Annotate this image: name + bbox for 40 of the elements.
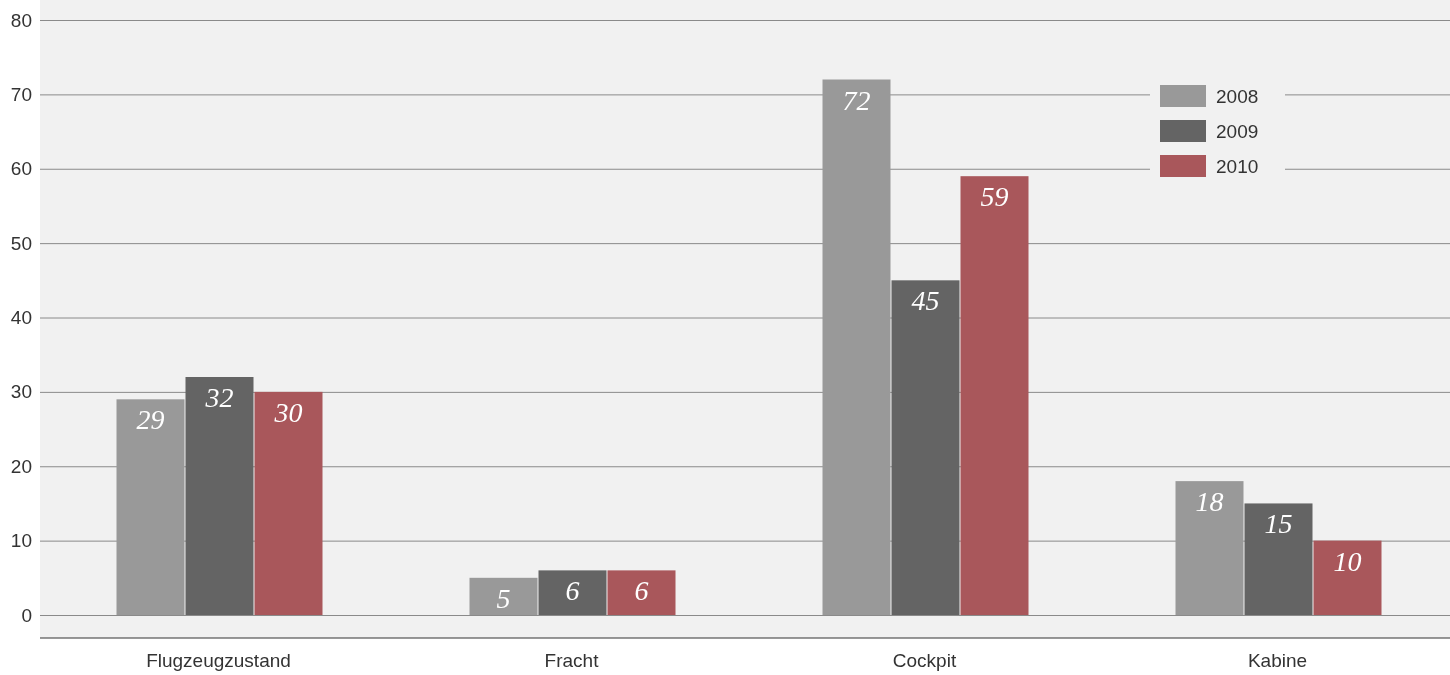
x-tick-label: Flugzeugzustand [146, 650, 291, 672]
data-label: 6 [565, 575, 580, 607]
x-tick-label: Kabine [1247, 650, 1308, 672]
bar [1244, 503, 1313, 615]
legend-label: 2009 [1216, 121, 1259, 142]
y-tick-label: 50 [10, 232, 32, 254]
bar [185, 377, 254, 615]
bar [891, 280, 960, 615]
y-tick-label: 60 [10, 158, 32, 180]
y-tick-label: 70 [10, 83, 32, 105]
x-tick-label: Cockpit [892, 650, 957, 672]
y-tick-label: 0 [21, 604, 32, 626]
data-label: 15 [1264, 508, 1293, 540]
data-label: 5 [496, 582, 511, 614]
bar [822, 79, 891, 615]
bar [1175, 481, 1244, 615]
bar [538, 570, 607, 615]
y-tick-label: 80 [10, 9, 32, 31]
bar [254, 391, 323, 615]
data-label: 18 [1195, 486, 1224, 518]
data-label: 6 [634, 575, 649, 607]
data-label: 10 [1333, 545, 1362, 577]
y-tick-label: 20 [10, 455, 32, 477]
bar [116, 399, 185, 615]
legend-label: 2010 [1216, 156, 1259, 177]
bar [469, 577, 538, 615]
y-tick-label: 40 [10, 307, 32, 329]
y-tick-label: 10 [10, 530, 32, 552]
data-label: 30 [273, 396, 303, 428]
x-tick-label: Fracht [544, 650, 600, 672]
bar [960, 176, 1029, 615]
data-label: 32 [204, 382, 234, 413]
bar [1313, 540, 1382, 615]
data-label: 59 [980, 181, 1009, 213]
bar [607, 570, 676, 615]
data-label: 29 [136, 404, 165, 436]
data-label: 72 [842, 84, 871, 116]
y-tick-label: 30 [10, 381, 32, 403]
legend-label: 2008 [1216, 86, 1259, 107]
data-label: 45 [911, 285, 940, 317]
